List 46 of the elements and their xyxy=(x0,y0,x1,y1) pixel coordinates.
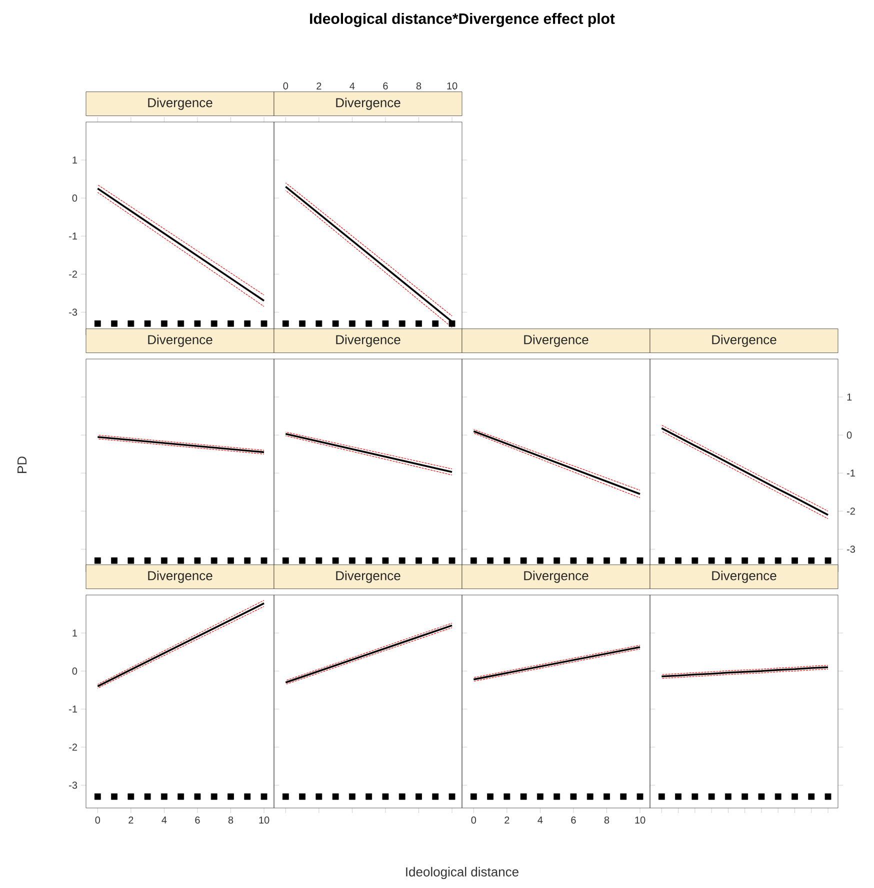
text: PD xyxy=(18,456,26,473)
x-tick-label: 4 xyxy=(162,816,167,824)
y-tick-label: -3 xyxy=(69,308,78,316)
x-tick-label: 8 xyxy=(228,816,234,824)
chart-title: Divergence xyxy=(712,570,776,583)
y-tick-label: 0 xyxy=(72,194,78,202)
y-tick-label: -1 xyxy=(69,706,77,713)
y-tick-label: -2 xyxy=(69,270,77,278)
x-tick-label: 4 xyxy=(350,82,355,90)
y-tick-label: -2 xyxy=(69,744,77,751)
chart-title: Divergence xyxy=(336,98,400,110)
chart-title: Divergence xyxy=(336,334,400,347)
y-tick-label: -1 xyxy=(846,470,855,477)
x-tick-label: 2 xyxy=(128,816,134,824)
x-tick-label: 2 xyxy=(504,816,510,824)
y-tick-label: 0 xyxy=(846,432,852,439)
chart-title: Divergence xyxy=(712,334,776,347)
y-tick-label: 1 xyxy=(72,156,77,164)
x-tick-label: 0 xyxy=(95,816,100,824)
x-tick-label: 0 xyxy=(283,82,288,90)
x-tick-label: 10 xyxy=(635,816,646,824)
x-tick-label: 8 xyxy=(604,816,610,824)
x-tick-label: 6 xyxy=(571,816,576,824)
chart-title: Divergence xyxy=(148,570,212,583)
x-tick-label: 6 xyxy=(383,82,388,90)
x-tick-label: 0 xyxy=(471,816,476,824)
y-tick-label: -3 xyxy=(846,546,855,553)
chart-title: Divergence xyxy=(148,334,212,347)
x-tick-label: 10 xyxy=(447,82,458,90)
y-tick-label: 1 xyxy=(72,630,77,636)
chart-title: Divergence xyxy=(524,570,588,583)
text: Ideological distance*Divergence effect plot xyxy=(310,12,615,28)
x-tick-label: 4 xyxy=(538,816,543,824)
y-tick-label: 0 xyxy=(72,668,78,675)
text: Ideological distance xyxy=(406,866,518,880)
y-tick-label: 1 xyxy=(847,394,852,400)
chart-title: Divergence xyxy=(524,334,588,347)
x-tick-label: 10 xyxy=(259,816,270,824)
y-tick-label: -2 xyxy=(846,508,855,515)
x-tick-label: 2 xyxy=(316,82,322,90)
y-tick-label: -1 xyxy=(69,232,77,240)
y-tick-label: -3 xyxy=(69,782,78,789)
x-tick-label: 8 xyxy=(416,82,422,90)
chart-title: Divergence xyxy=(336,570,400,583)
x-tick-label: 6 xyxy=(195,816,200,824)
chart-title: Divergence xyxy=(148,98,212,110)
